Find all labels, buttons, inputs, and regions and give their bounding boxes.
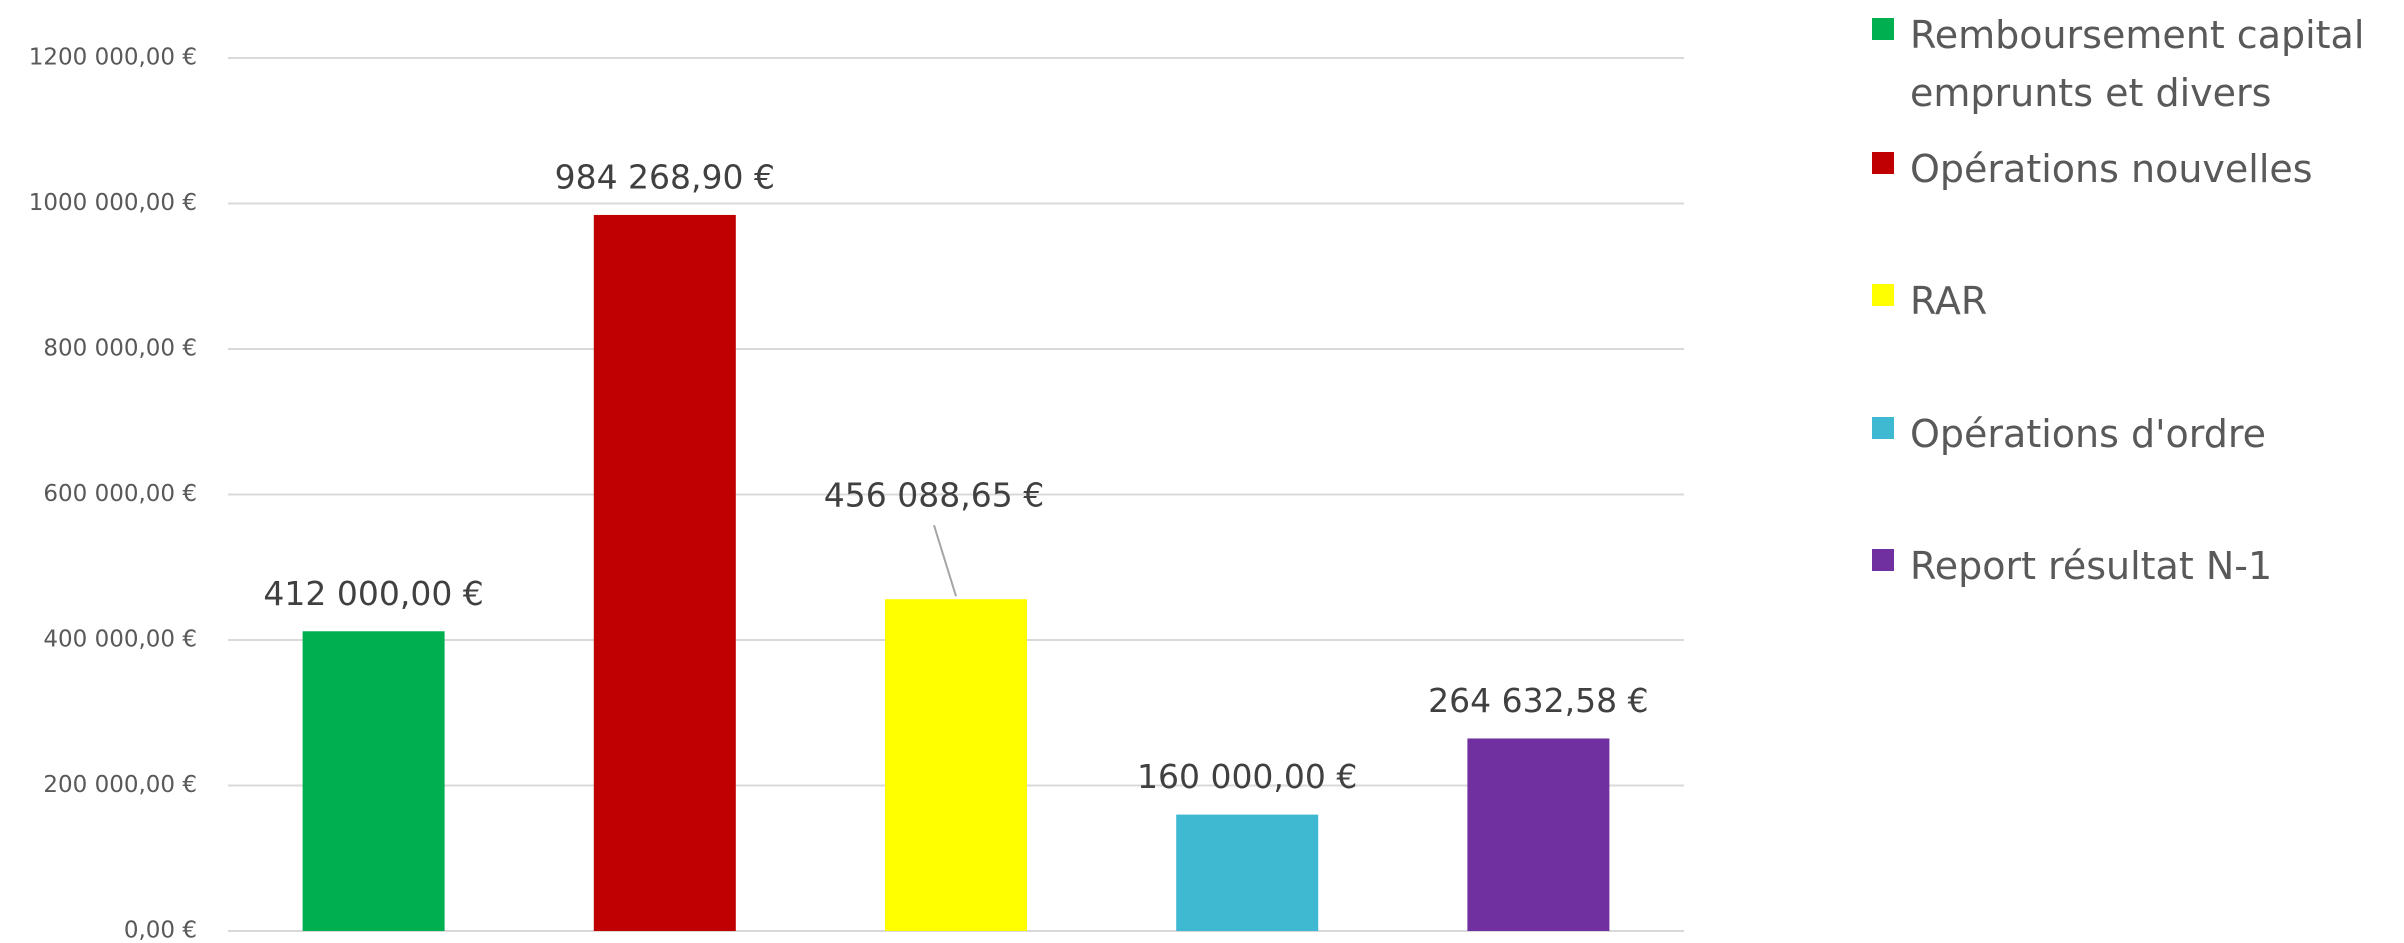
legend-item: RAR <box>1872 272 2397 330</box>
legend-label: Opérations nouvelles <box>1910 147 2313 191</box>
y-tick-label: 1200 000,00 € <box>29 45 197 71</box>
bar <box>1176 814 1319 931</box>
y-tick-label: 600 000,00 € <box>43 481 197 507</box>
data-label: 984 268,90 € <box>555 157 775 196</box>
legend-swatch <box>1872 152 1894 174</box>
bar <box>885 599 1027 931</box>
y-tick-label: 800 000,00 € <box>43 336 197 362</box>
legend-swatch <box>1872 284 1894 306</box>
y-tick-label: 400 000,00 € <box>43 627 197 653</box>
legend-label: Remboursement capital emprunts et divers <box>1910 13 2365 115</box>
y-tick-label: 0,00 € <box>124 918 197 943</box>
data-label: 456 088,65 € <box>824 476 1044 515</box>
data-label: 412 000,00 € <box>263 574 483 613</box>
plot: 0,00 € 200 000,00 € 400 000,00 € 600 000,00… <box>29 45 1684 943</box>
legend-item: Report résultat N-1 <box>1872 537 2397 595</box>
legend-swatch <box>1872 549 1894 571</box>
legend-label: RAR <box>1910 279 1988 323</box>
legend-label: Opérations d'ordre <box>1910 412 2267 456</box>
legend-label: Report résultat N-1 <box>1910 544 2273 588</box>
data-label: 160 000,00 € <box>1137 757 1357 796</box>
y-tick-label: 200 000,00 € <box>43 772 197 798</box>
y-tick-label: 1000 000,00 € <box>29 190 197 216</box>
legend-item: Opérations nouvelles <box>1872 140 2397 198</box>
leader-line <box>933 524 957 597</box>
legend-swatch <box>1872 18 1894 40</box>
bar <box>593 214 736 931</box>
legend-swatch <box>1872 417 1894 439</box>
legend-item: Remboursement capital emprunts et divers <box>1872 6 2397 122</box>
legend-item: Opérations d'ordre <box>1872 405 2397 463</box>
data-label: 264 632,58 € <box>1428 681 1648 720</box>
bar <box>1467 738 1610 931</box>
bar <box>302 631 445 931</box>
